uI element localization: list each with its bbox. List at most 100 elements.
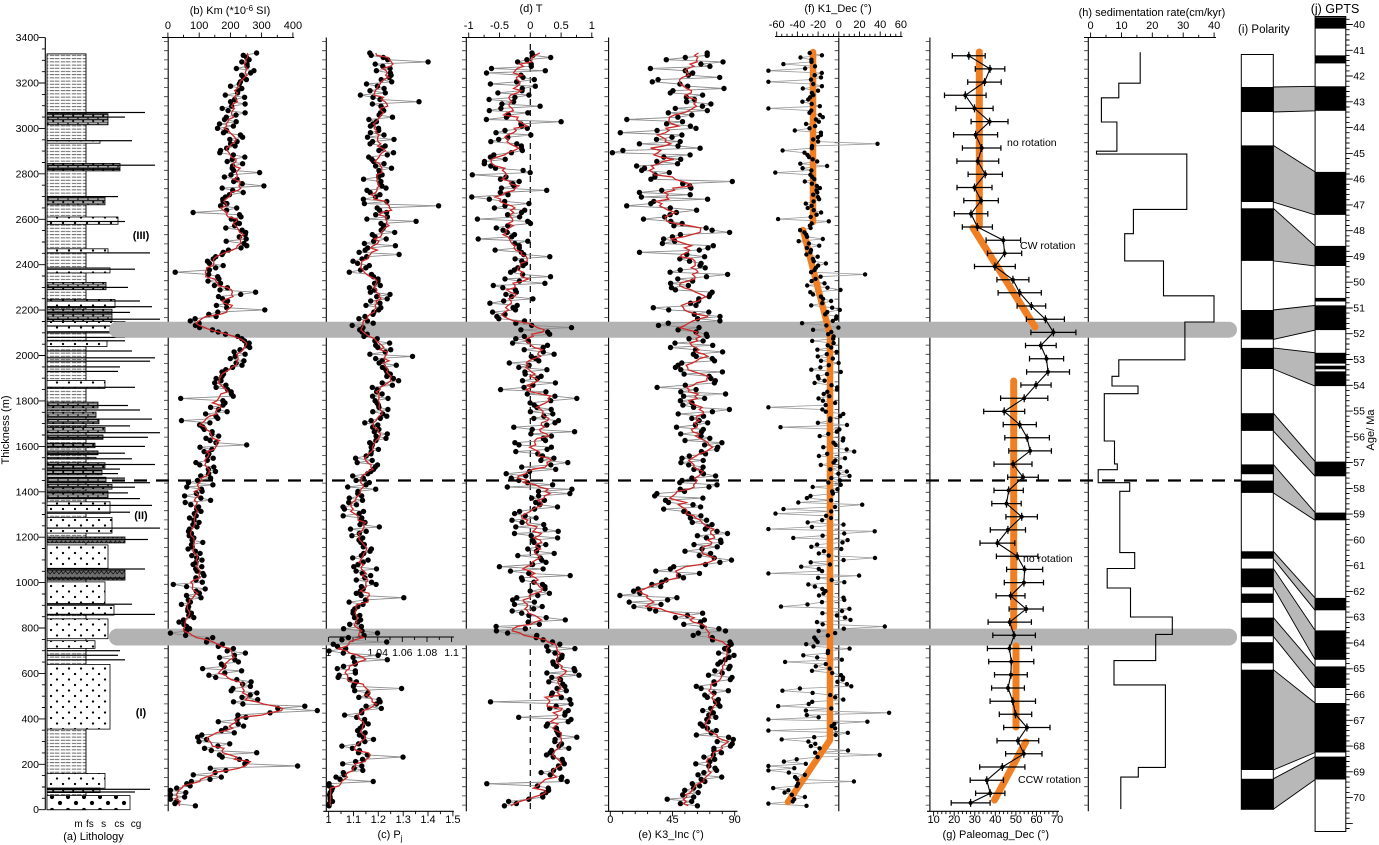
svg-text:s: s — [101, 819, 106, 830]
svg-text:(c) Pj: (c) Pj — [377, 829, 402, 843]
svg-text:52: 52 — [1353, 328, 1365, 340]
svg-text:1000: 1000 — [16, 577, 40, 589]
svg-text:30: 30 — [969, 814, 981, 826]
svg-text:(i) Polarity: (i) Polarity — [1238, 24, 1290, 36]
svg-text:68: 68 — [1353, 741, 1365, 753]
svg-text:1.5: 1.5 — [445, 814, 460, 826]
svg-text:0: 0 — [165, 20, 171, 32]
svg-text:600: 600 — [21, 668, 39, 680]
svg-text:300: 300 — [252, 20, 270, 32]
svg-text:0: 0 — [1088, 20, 1094, 32]
svg-text:65: 65 — [1353, 663, 1365, 675]
svg-text:(e) K3_Inc (°): (e) K3_Inc (°) — [638, 829, 704, 841]
svg-text:-0.5: -0.5 — [490, 20, 509, 32]
svg-text:49: 49 — [1353, 251, 1365, 263]
svg-text:3200: 3200 — [16, 78, 40, 90]
svg-text:1.2: 1.2 — [371, 814, 386, 826]
svg-text:51: 51 — [1353, 303, 1365, 315]
svg-text:(I): (I) — [136, 707, 147, 719]
svg-text:45: 45 — [1353, 148, 1365, 160]
svg-text:1: 1 — [326, 814, 332, 826]
svg-text:59: 59 — [1353, 509, 1365, 521]
svg-text:10: 10 — [1115, 20, 1127, 32]
svg-text:(h) sedimentation rate(cm/kyr): (h) sedimentation rate(cm/kyr) — [1079, 7, 1226, 19]
svg-text:2400: 2400 — [16, 259, 40, 271]
svg-text:55: 55 — [1353, 406, 1365, 418]
svg-text:20: 20 — [853, 19, 865, 31]
svg-text:-1: -1 — [464, 20, 474, 32]
svg-text:46: 46 — [1353, 174, 1365, 186]
svg-text:1: 1 — [589, 20, 595, 32]
svg-text:1.4: 1.4 — [420, 814, 435, 826]
svg-text:3000: 3000 — [16, 123, 40, 135]
svg-text:60: 60 — [1030, 814, 1042, 826]
svg-text:(a) Lithology: (a) Lithology — [63, 831, 124, 843]
svg-text:400: 400 — [284, 20, 302, 32]
svg-text:48: 48 — [1353, 225, 1365, 237]
svg-text:40: 40 — [989, 814, 1001, 826]
svg-text:1.1: 1.1 — [444, 647, 459, 659]
svg-text:1.3: 1.3 — [396, 814, 411, 826]
svg-text:1400: 1400 — [16, 486, 40, 498]
svg-text:cs: cs — [114, 819, 124, 830]
svg-text:45: 45 — [666, 814, 678, 826]
svg-text:0: 0 — [607, 814, 613, 826]
svg-text:m: m — [74, 819, 82, 830]
svg-text:no rotation: no rotation — [1007, 137, 1057, 149]
svg-text:Thickness (m): Thickness (m) — [0, 395, 12, 464]
svg-text:41: 41 — [1353, 45, 1365, 57]
svg-text:40: 40 — [1208, 20, 1220, 32]
svg-text:43: 43 — [1353, 96, 1365, 108]
svg-text:2800: 2800 — [16, 168, 40, 180]
svg-text:47: 47 — [1353, 199, 1365, 211]
svg-text:20: 20 — [1146, 20, 1158, 32]
svg-text:40: 40 — [1353, 19, 1365, 31]
svg-text:53: 53 — [1353, 354, 1365, 366]
svg-text:no rotation: no rotation — [1023, 553, 1073, 565]
svg-text:100: 100 — [190, 20, 208, 32]
svg-text:200: 200 — [221, 20, 239, 32]
svg-text:Age/ Ma: Age/ Ma — [1365, 409, 1377, 451]
svg-text:(d) T: (d) T — [519, 3, 542, 15]
svg-text:57: 57 — [1353, 457, 1365, 469]
svg-text:0: 0 — [836, 19, 842, 31]
svg-text:(f) K1_Dec (°): (f) K1_Dec (°) — [804, 3, 871, 15]
svg-text:67: 67 — [1353, 715, 1365, 727]
svg-text:fs: fs — [86, 819, 94, 830]
svg-text:30: 30 — [1177, 20, 1189, 32]
svg-text:2600: 2600 — [16, 214, 40, 226]
svg-text:3400: 3400 — [16, 32, 40, 44]
svg-text:69: 69 — [1353, 766, 1365, 778]
svg-text:62: 62 — [1353, 586, 1365, 598]
svg-text:(II): (II) — [134, 510, 148, 522]
svg-text:2200: 2200 — [16, 305, 40, 317]
svg-text:(b) Km (*10-6 SI): (b) Km (*10-6 SI) — [190, 4, 271, 17]
svg-text:42: 42 — [1353, 71, 1365, 83]
svg-text:50: 50 — [1010, 814, 1022, 826]
svg-text:-40: -40 — [789, 19, 805, 31]
svg-text:(j) GPTS: (j) GPTS — [1311, 2, 1360, 16]
svg-text:50: 50 — [1353, 277, 1365, 289]
svg-text:70: 70 — [1051, 814, 1063, 826]
svg-text:60: 60 — [895, 19, 907, 31]
svg-text:70: 70 — [1353, 792, 1365, 804]
svg-text:1200: 1200 — [16, 532, 40, 544]
svg-text:0: 0 — [527, 20, 533, 32]
svg-text:1600: 1600 — [16, 441, 40, 453]
svg-text:(III): (III) — [133, 230, 150, 242]
svg-text:10: 10 — [927, 814, 939, 826]
svg-text:90: 90 — [729, 814, 741, 826]
svg-text:1800: 1800 — [16, 395, 40, 407]
svg-text:800: 800 — [21, 623, 39, 635]
svg-text:66: 66 — [1353, 689, 1365, 701]
svg-text:0: 0 — [33, 804, 39, 816]
svg-text:200: 200 — [21, 759, 39, 771]
svg-text:58: 58 — [1353, 483, 1365, 495]
svg-text:400: 400 — [21, 713, 39, 725]
svg-text:20: 20 — [948, 814, 960, 826]
svg-text:CCW rotation: CCW rotation — [1018, 774, 1081, 786]
svg-text:1.1: 1.1 — [346, 814, 361, 826]
svg-text:44: 44 — [1353, 122, 1365, 134]
svg-text:-60: -60 — [769, 19, 785, 31]
svg-text:CW rotation: CW rotation — [1020, 240, 1076, 252]
